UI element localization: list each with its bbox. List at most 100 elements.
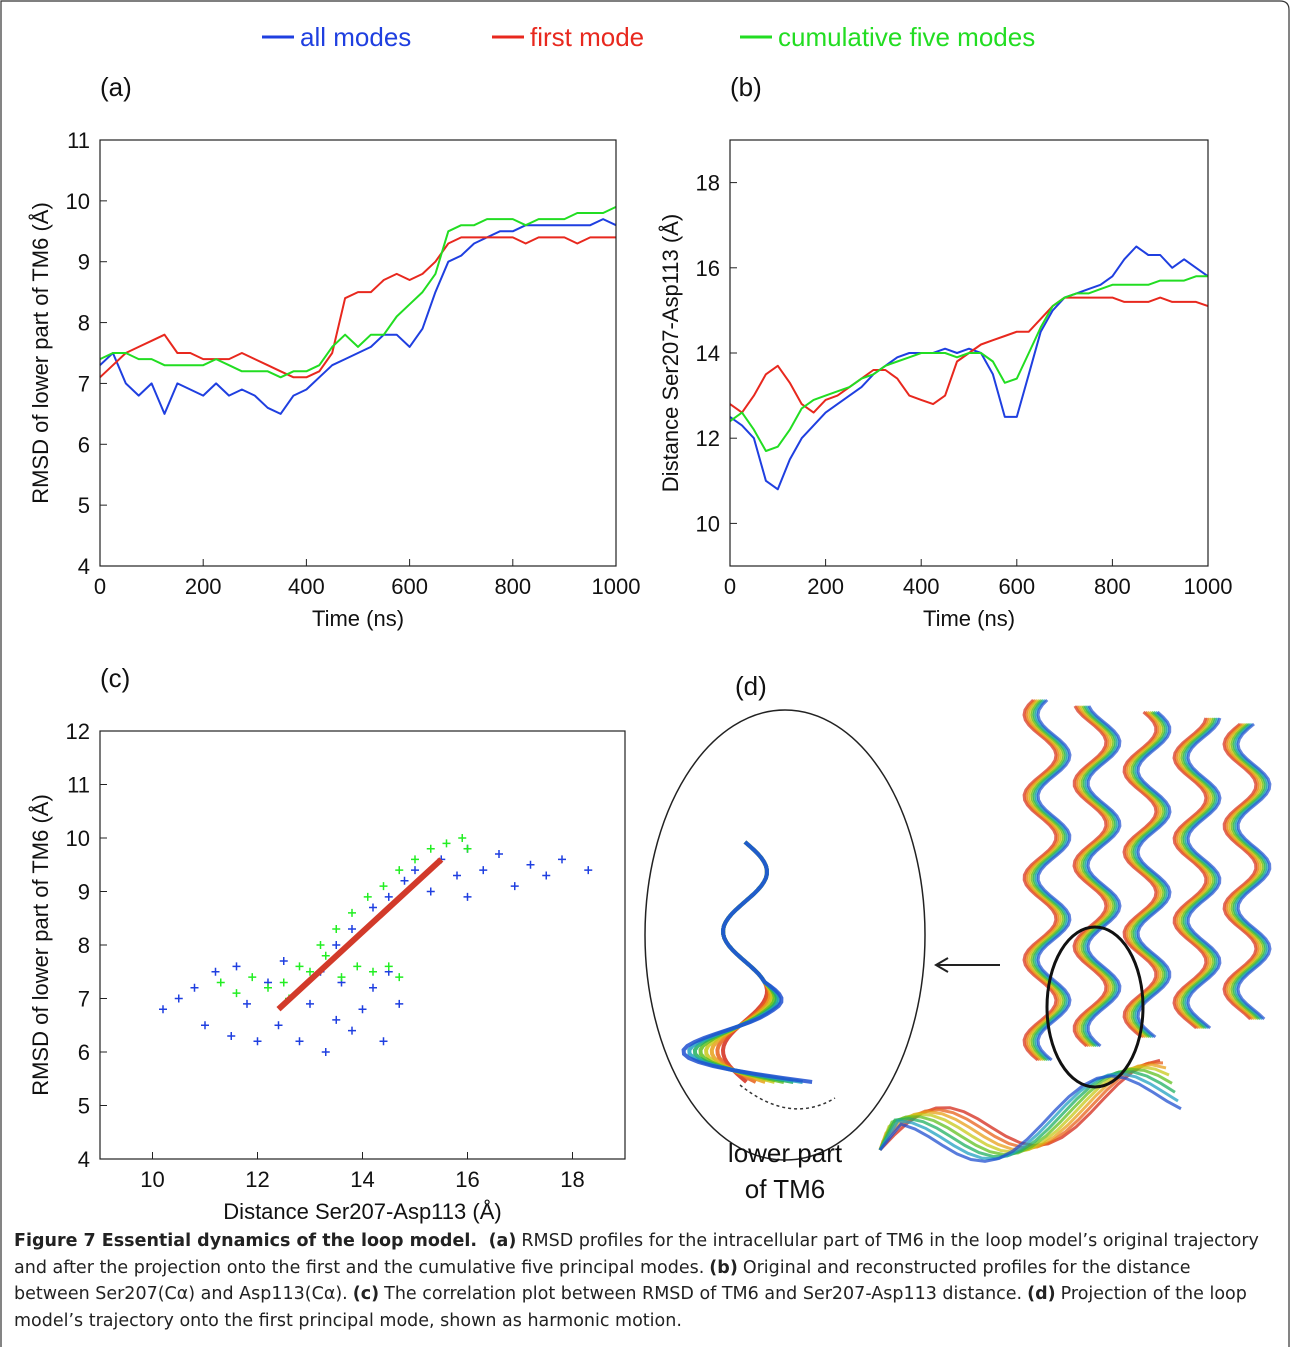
scatter-point (232, 989, 241, 998)
scatter-point (369, 903, 377, 912)
y-tick-label: 12 (696, 426, 720, 451)
scatter-point (295, 962, 304, 971)
scatter-point (190, 983, 199, 992)
caption-part-text: RMSD profiles for the intracellular part… (14, 1231, 1259, 1278)
motion-arrow (739, 1084, 836, 1110)
y-tick-label: 9 (78, 250, 90, 275)
structure-helix (1032, 698, 1068, 1062)
x-tick-label: 12 (245, 1167, 269, 1192)
plot-frame (99, 730, 626, 1160)
scatter-point (426, 844, 435, 853)
scatter-point (426, 887, 435, 896)
x-tick-label: 1000 (1184, 574, 1233, 599)
series-line (729, 245, 1209, 491)
helix-strand (681, 840, 813, 1084)
fit-line (276, 857, 444, 1012)
scatter-point (201, 1021, 209, 1030)
series-line (99, 236, 616, 379)
panel-label: (a) (100, 72, 132, 102)
scatter-point (243, 999, 251, 1008)
x-tick-label: 0 (94, 574, 106, 599)
y-tick-label: 8 (78, 311, 90, 336)
x-tick-label: 400 (288, 574, 325, 599)
x-tick-label: 400 (903, 574, 940, 599)
y-tick-label: 11 (67, 773, 90, 798)
y-tick-label: 4 (78, 1147, 90, 1172)
zoom-ellipse (644, 709, 926, 1161)
scatter-point (400, 876, 409, 885)
scatter-point (295, 1037, 304, 1046)
x-tick-label: 14 (350, 1167, 374, 1192)
plot-frame (99, 139, 617, 567)
scatter-point (495, 850, 503, 859)
scatter-point (232, 962, 241, 971)
y-tick-label: 9 (78, 880, 90, 905)
scatter-point (348, 924, 356, 933)
legend-label: first mode (530, 22, 644, 52)
scatter-point (558, 855, 566, 864)
scatter-point (321, 951, 330, 960)
scatter-point (306, 999, 314, 1008)
scatter-point (384, 892, 393, 901)
scatter-point (395, 999, 404, 1008)
y-tick-label: 18 (696, 171, 720, 196)
y-tick-label: 10 (66, 189, 90, 214)
scatter-point (411, 866, 419, 875)
x-tick-label: 10 (140, 1167, 164, 1192)
y-axis-label: RMSD of lower part of TM6 (Å) (28, 202, 53, 504)
x-tick-label: 800 (494, 574, 531, 599)
series-line (729, 296, 1209, 414)
caption-part-text: Projection of the loop model’s trajector… (14, 1284, 1247, 1331)
annotation: of TM6 (745, 1174, 825, 1204)
arrow (934, 957, 1000, 973)
scatter-point (379, 882, 388, 891)
y-tick-label: 8 (78, 933, 90, 958)
y-tick-label: 16 (696, 256, 720, 281)
panel-label: (c) (100, 663, 130, 693)
legend-label: all modes (300, 22, 411, 52)
x-tick-label: 200 (185, 574, 222, 599)
series-line (99, 218, 617, 415)
scatter-point (248, 973, 257, 982)
y-tick-label: 12 (66, 719, 90, 744)
x-tick-label: 0 (724, 574, 736, 599)
caption-part-label: (a) (488, 1231, 517, 1251)
scatter-point (321, 1048, 330, 1056)
scatter-point (358, 1005, 367, 1014)
scatter-point (174, 994, 183, 1003)
scatter-point (442, 839, 451, 848)
scatter-point (510, 882, 519, 891)
zoom-ellipse-small (1045, 925, 1145, 1089)
structure-helix (1036, 698, 1072, 1062)
scatter-point (395, 866, 404, 875)
structure-loop (878, 1070, 1176, 1158)
scatter-point (363, 892, 372, 901)
y-tick-label: 6 (78, 432, 90, 457)
scatter-point (279, 957, 288, 966)
scatter-point (353, 962, 362, 971)
x-tick-label: 600 (391, 574, 428, 599)
series-line (729, 275, 1208, 452)
scatter-point (337, 973, 346, 982)
structure-helix (1136, 710, 1172, 1039)
scatter-point (542, 871, 551, 880)
scatter-point (384, 962, 393, 971)
y-tick-label: 11 (67, 128, 90, 153)
plot-frame (729, 139, 1209, 567)
caption-title: Figure 7 Essential dynamics of the loop … (14, 1231, 477, 1251)
y-tick-label: 6 (78, 1040, 90, 1065)
structure-loop (878, 1074, 1182, 1163)
scatter-point (526, 860, 535, 869)
scatter-point (348, 1026, 356, 1035)
x-tick-label: 200 (807, 574, 844, 599)
scatter-point (332, 1015, 341, 1024)
scatter-point (584, 866, 593, 875)
scatter-point (369, 967, 377, 976)
scatter-point (463, 844, 472, 853)
scatter-point (306, 967, 314, 976)
y-tick-label: 7 (78, 371, 90, 396)
scatter-point (332, 941, 341, 949)
scatter-point (332, 924, 341, 933)
caption-part-text: The correlation plot between RMSD of TM6… (384, 1284, 1023, 1304)
y-tick-label: 10 (696, 511, 720, 536)
